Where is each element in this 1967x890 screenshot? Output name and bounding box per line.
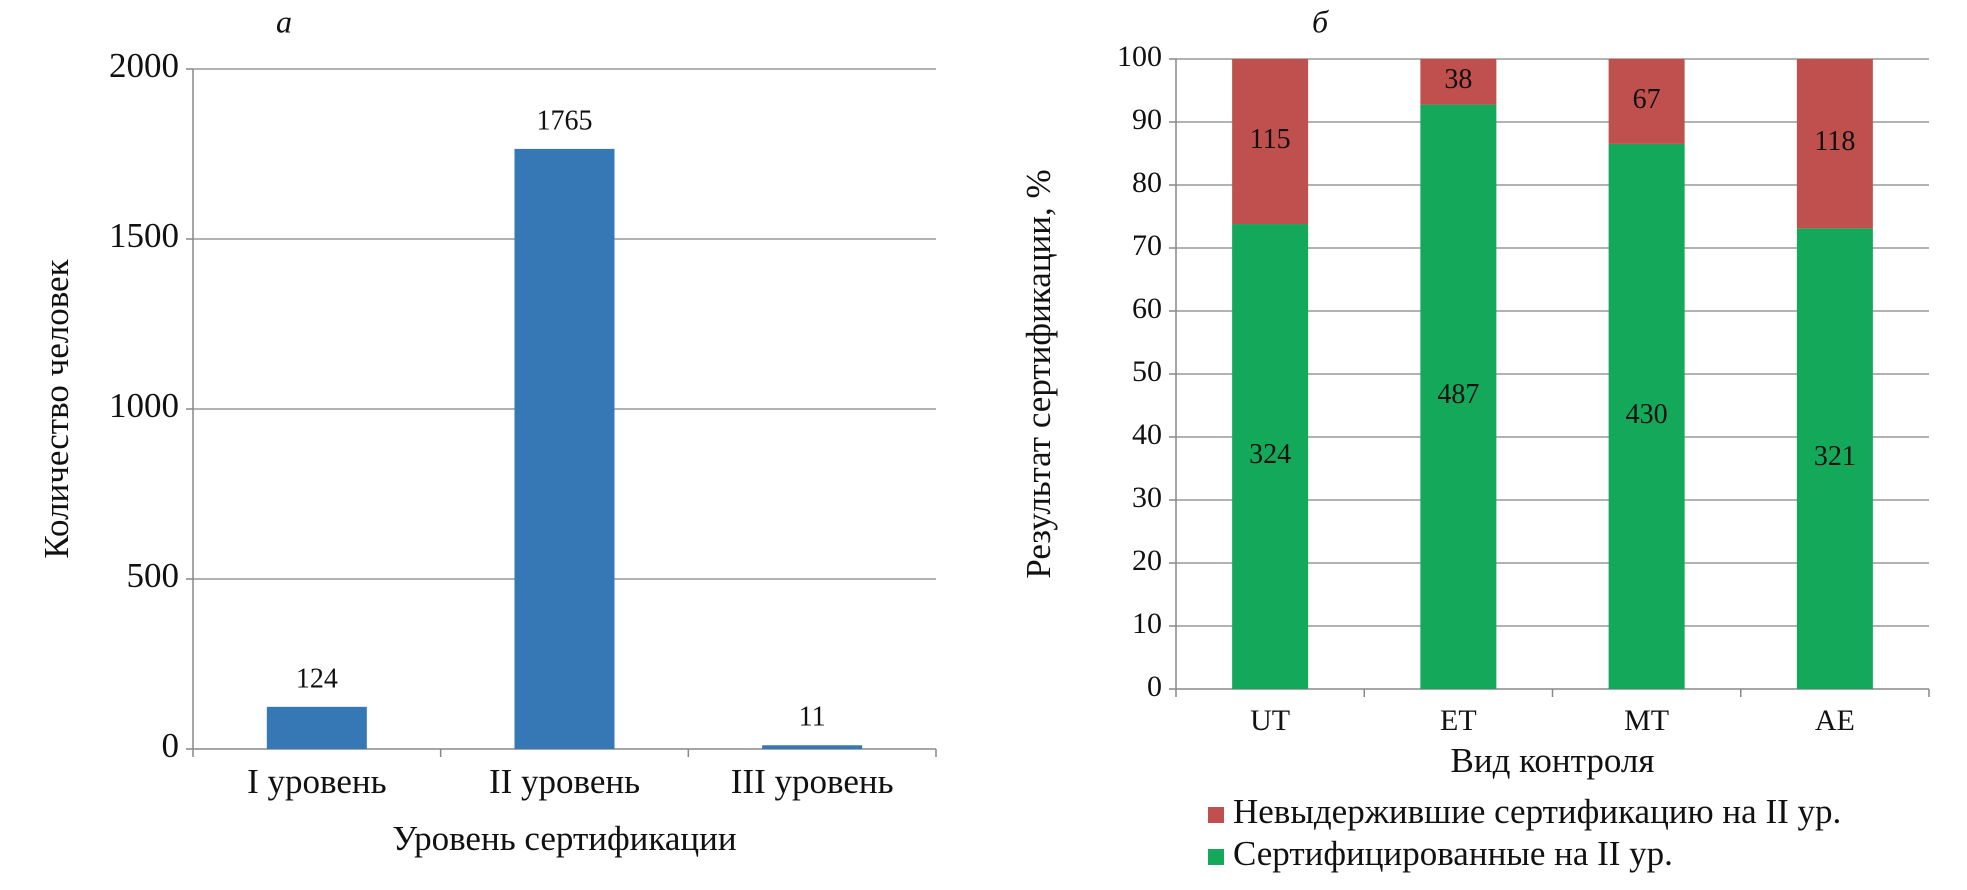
y-tick-label: 20 xyxy=(1132,544,1162,577)
bar-segment xyxy=(1608,143,1685,690)
y-tick-label: 70 xyxy=(1132,229,1162,262)
bar-segment xyxy=(1796,59,1873,229)
x-tick-label: ET xyxy=(1440,704,1477,737)
x-axis-label: Уровень сертификации xyxy=(392,819,736,858)
bar-segment xyxy=(1232,59,1309,225)
x-tick-label: UT xyxy=(1250,704,1290,737)
bar xyxy=(514,148,615,749)
data-label: 321 xyxy=(1814,441,1856,472)
y-tick-label: 30 xyxy=(1132,481,1162,514)
y-tick-label: 50 xyxy=(1132,355,1162,388)
x-tick-label: II уровень xyxy=(489,762,640,801)
data-label: 115 xyxy=(1250,124,1291,155)
legend-swatch xyxy=(1208,849,1224,865)
data-label: 430 xyxy=(1626,399,1668,430)
x-tick-label: III уровень xyxy=(731,762,894,801)
bar xyxy=(762,745,863,749)
y-tick-label: 10 xyxy=(1132,607,1162,640)
y-tick-label: 500 xyxy=(127,556,180,595)
y-tick-label: 90 xyxy=(1132,103,1162,136)
bar xyxy=(266,706,367,749)
bar-segment xyxy=(1232,224,1309,689)
x-axis-label: Вид контроля xyxy=(1451,741,1655,780)
legend-label: Невыдержившие сертификацию на II ур. xyxy=(1233,792,1841,831)
chart-title: а xyxy=(276,3,292,39)
legend-label: Сертифицированные на II ур. xyxy=(1233,834,1673,873)
chart-title: б xyxy=(1312,3,1329,39)
y-tick-label: 0 xyxy=(162,726,180,765)
y-tick-label: 0 xyxy=(1147,670,1162,703)
y-tick-label: 1000 xyxy=(109,386,179,425)
y-axis-label: Количество человек xyxy=(37,258,76,558)
data-label: 67 xyxy=(1633,84,1661,115)
y-tick-label: 80 xyxy=(1132,166,1162,199)
data-label: 38 xyxy=(1444,64,1472,95)
y-axis-label: Результат сертификации, % xyxy=(1019,169,1058,578)
x-tick-label: I уровень xyxy=(247,762,386,801)
data-label: 11 xyxy=(799,702,826,733)
y-tick-label: 60 xyxy=(1132,292,1162,325)
bar-segment xyxy=(1608,59,1685,144)
bar-segment xyxy=(1796,228,1873,689)
x-tick-label: AE xyxy=(1815,704,1855,737)
y-tick-label: 40 xyxy=(1132,418,1162,451)
y-tick-label: 100 xyxy=(1117,40,1162,73)
bar-segment xyxy=(1420,59,1497,105)
x-tick-label: MT xyxy=(1624,704,1669,737)
legend-swatch xyxy=(1208,807,1224,823)
data-label: 124 xyxy=(296,663,338,694)
data-label: 1765 xyxy=(537,105,593,136)
y-tick-label: 1500 xyxy=(109,216,179,255)
y-tick-label: 2000 xyxy=(109,46,179,85)
bar-segment xyxy=(1420,104,1497,690)
data-label: 118 xyxy=(1814,126,1855,157)
data-label: 487 xyxy=(1437,379,1479,410)
data-label: 324 xyxy=(1249,439,1291,470)
